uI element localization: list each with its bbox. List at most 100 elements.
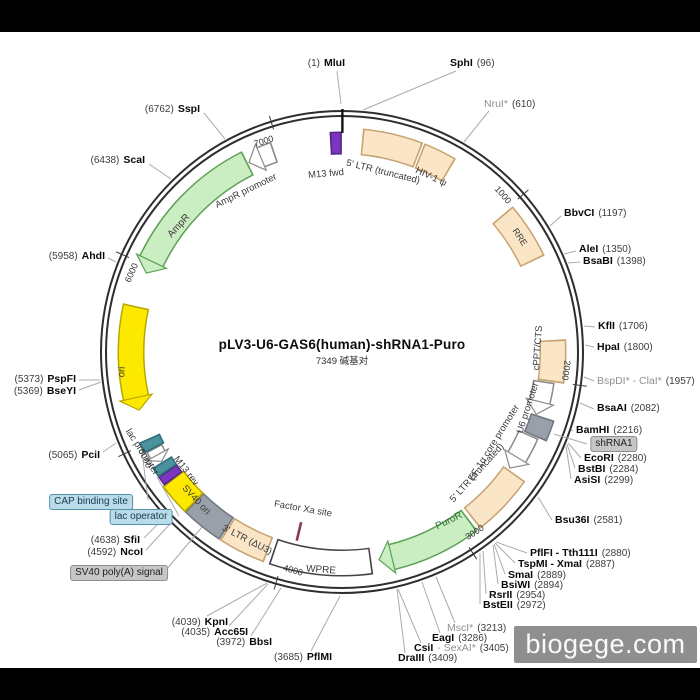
site-leader-bbsi <box>250 587 282 637</box>
site-leader-tspmi-xmai <box>494 542 516 564</box>
site-label-bbsi: (3972) BbsI <box>216 636 272 648</box>
site-label-part: (5373) <box>14 374 44 385</box>
site-label-part: SspI <box>177 103 200 115</box>
site-label-part: AhdI <box>81 250 105 262</box>
site-leader-eagi <box>421 581 441 634</box>
site-label-part: PflFI - Tth111I <box>530 547 598 559</box>
site-label-tspmi-xmai: TspMI - XmaI (2887) <box>518 558 615 570</box>
tick-6000 <box>116 251 130 258</box>
site-leader-kpni <box>206 582 268 617</box>
site-leader-acc65i <box>228 583 269 627</box>
site-label-bspdi-clai: BspDI* - ClaI* (1957) <box>597 375 695 387</box>
site-label-ecori: EcoRI (2280) <box>584 452 647 464</box>
site-label-bstbi: BstBI (2284) <box>578 463 638 475</box>
site-leader-pflmi <box>310 595 341 652</box>
site-label-part: CsiI <box>414 642 434 654</box>
shrna1-chip: shRNA1 <box>590 436 638 452</box>
site-leader-pflfi-tth111i <box>495 541 528 554</box>
site-label-part: (3685) <box>274 652 303 663</box>
site-leader-mlui <box>336 70 342 105</box>
site-label-part: (1398) <box>616 256 646 267</box>
site-leader-bbvci <box>549 215 562 227</box>
site-label-ahdi: (5958) AhdI <box>49 250 105 262</box>
site-label-part: PflMI <box>306 651 332 663</box>
site-label-part: EcoRI <box>584 452 614 464</box>
site-label-bamhi: BamHI (2216) <box>576 424 642 436</box>
tick-3000 <box>468 547 478 560</box>
tick-label-6000: 6000 <box>123 262 140 284</box>
site-label-part: BstBI <box>578 463 606 475</box>
site-leader-bsaai <box>579 402 595 410</box>
site-label-part: (3405) <box>479 643 509 654</box>
site-leader-draiii <box>396 588 406 654</box>
site-label-kfli: KflI (1706) <box>598 320 648 332</box>
feature-arrowhead-puror <box>378 539 397 575</box>
site-label-part: DraIII <box>398 652 425 664</box>
site-label-part: AleI <box>579 243 599 255</box>
site-leader-bsabi <box>567 261 581 264</box>
site-label-part: NcoI <box>120 546 143 558</box>
feature-arrowhead-u6-promoter <box>524 397 556 416</box>
site-label-part: (2581) <box>593 515 623 526</box>
site-label-part: (3286) <box>458 633 488 644</box>
site-label-part: (2299) <box>604 475 634 486</box>
site-label-part: (6762) <box>144 104 174 115</box>
site-label-rsrii: RsrII (2954) <box>489 589 545 601</box>
site-label-part: PciI <box>81 449 100 461</box>
tick-1000 <box>517 189 529 200</box>
site-leader-sphi <box>362 70 457 111</box>
site-label-part: KpnI <box>204 616 228 628</box>
site-label-nrui: NruI* (610) <box>484 98 535 110</box>
site-label-bsteii: BstEII (2972) <box>483 599 546 611</box>
site-leader-bstbi <box>566 443 576 469</box>
site-label-part: - SexAI* <box>437 642 476 654</box>
site-label-bsiwi: BsiWI (2894) <box>501 579 563 591</box>
site-leader-kfli <box>583 325 596 328</box>
site-label-bsabi: BsaBI (1398) <box>583 255 646 267</box>
site-label-bbvci: BbvCI (1197) <box>564 207 627 219</box>
site-label-pspfi: (5373) PspFI <box>15 373 77 385</box>
site-leader-bsiwi <box>492 544 499 585</box>
site-label-pflmi: (3685) PflMI <box>274 651 332 663</box>
site-leader-pcii <box>102 442 117 453</box>
feature-arrowhead-ori <box>118 393 154 411</box>
site-label-sspi: (6762) SspI <box>145 103 200 115</box>
site-label-part: RsrII <box>489 589 513 601</box>
site-label-part: (4592) <box>87 547 117 558</box>
site-label-part: SfiI <box>123 534 140 546</box>
site-leader-csii-sexai <box>397 588 422 644</box>
tick-label-2000: 2000 <box>560 360 573 381</box>
site-label-part: TspMI - XmaI <box>518 558 582 570</box>
chip-leader-sv40-polya-chip <box>165 526 203 571</box>
site-label-bsu36i: Bsu36I (2581) <box>555 514 622 526</box>
plasmid-name: pLV3-U6-GAS6(human)-shRNA1-Puro <box>218 337 466 352</box>
site-label-pcii: (5065) PciI <box>48 449 100 461</box>
site-label-bsaai: BsaAI (2082) <box>597 402 660 414</box>
site-label-part: (5958) <box>48 251 78 262</box>
site-label-part: (5369) <box>13 386 43 397</box>
site-leader-asisi <box>565 445 572 480</box>
site-leader-bamhi <box>570 429 574 432</box>
site-leader-bseyi <box>78 381 102 391</box>
site-label-pflfi-tth111i: PflFI - Tth111I (2880) <box>530 547 631 559</box>
site-leader-hpai <box>584 344 595 348</box>
tick-5000 <box>118 450 132 458</box>
site-label-msci: MscI* (3213) <box>447 622 506 634</box>
site-label-part: BspDI* - ClaI* <box>597 375 662 387</box>
site-label-part: (2082) <box>630 403 660 414</box>
feature-border-m13-fwd <box>121 131 563 573</box>
site-leader-msci <box>435 576 456 624</box>
site-label-part: (2954) <box>516 590 546 601</box>
site-label-part: (4638) <box>90 535 120 546</box>
site-label-part: (610) <box>511 99 536 110</box>
lac-operator-chip: lac operator <box>109 509 173 525</box>
feature-arrowhead-ampr <box>135 252 169 274</box>
tick-7000 <box>268 115 274 130</box>
feature-arrowhead-ampr-promoter <box>248 142 268 172</box>
site-label-part: (3972) <box>216 637 246 648</box>
site-leader-smai <box>493 543 506 575</box>
site-label-part: (5065) <box>48 450 78 461</box>
site-label-part: (1) <box>307 58 320 69</box>
